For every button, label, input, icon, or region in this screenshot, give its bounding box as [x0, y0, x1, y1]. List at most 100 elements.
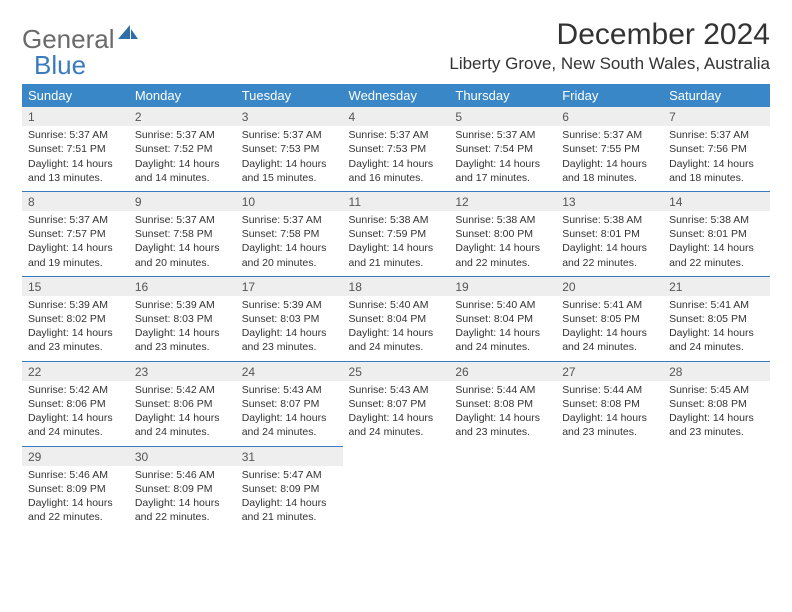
calendar-cell: 1Sunrise: 5:37 AMSunset: 7:51 PMDaylight… [22, 107, 129, 191]
sunrise-line: Sunrise: 5:37 AM [135, 213, 230, 227]
sunset-line: Sunset: 8:03 PM [242, 312, 337, 326]
sunset-line: Sunset: 8:04 PM [349, 312, 444, 326]
daylight-line: Daylight: 14 hours and 20 minutes. [242, 241, 337, 269]
sunrise-line: Sunrise: 5:43 AM [242, 383, 337, 397]
day-number: 22 [22, 362, 129, 381]
daylight-line: Daylight: 14 hours and 22 minutes. [135, 496, 230, 524]
sunrise-line: Sunrise: 5:44 AM [562, 383, 657, 397]
weekday-header: Wednesday [343, 84, 450, 107]
calendar-cell [449, 446, 556, 530]
calendar-row: 8Sunrise: 5:37 AMSunset: 7:57 PMDaylight… [22, 191, 770, 276]
daylight-line: Daylight: 14 hours and 23 minutes. [562, 411, 657, 439]
calendar-cell: 2Sunrise: 5:37 AMSunset: 7:52 PMDaylight… [129, 107, 236, 191]
day-number: 19 [449, 277, 556, 296]
calendar-cell [663, 446, 770, 530]
sunrise-line: Sunrise: 5:41 AM [669, 298, 764, 312]
sunset-line: Sunset: 8:09 PM [135, 482, 230, 496]
sunset-line: Sunset: 8:06 PM [135, 397, 230, 411]
day-number: 3 [236, 107, 343, 126]
sunrise-line: Sunrise: 5:39 AM [242, 298, 337, 312]
sunset-line: Sunset: 8:03 PM [135, 312, 230, 326]
calendar-cell: 21Sunrise: 5:41 AMSunset: 8:05 PMDayligh… [663, 276, 770, 361]
calendar-cell: 17Sunrise: 5:39 AMSunset: 8:03 PMDayligh… [236, 276, 343, 361]
day-number: 17 [236, 277, 343, 296]
daylight-line: Daylight: 14 hours and 24 minutes. [349, 326, 444, 354]
calendar-cell: 18Sunrise: 5:40 AMSunset: 8:04 PMDayligh… [343, 276, 450, 361]
daylight-line: Daylight: 14 hours and 24 minutes. [135, 411, 230, 439]
daylight-line: Daylight: 14 hours and 16 minutes. [349, 157, 444, 185]
sunrise-line: Sunrise: 5:37 AM [455, 128, 550, 142]
sunrise-line: Sunrise: 5:37 AM [242, 213, 337, 227]
sunset-line: Sunset: 8:00 PM [455, 227, 550, 241]
day-number: 20 [556, 277, 663, 296]
sunrise-line: Sunrise: 5:38 AM [562, 213, 657, 227]
sunrise-line: Sunrise: 5:42 AM [135, 383, 230, 397]
calendar-cell: 28Sunrise: 5:45 AMSunset: 8:08 PMDayligh… [663, 361, 770, 446]
sunset-line: Sunset: 7:59 PM [349, 227, 444, 241]
sunrise-line: Sunrise: 5:38 AM [669, 213, 764, 227]
calendar-cell: 25Sunrise: 5:43 AMSunset: 8:07 PMDayligh… [343, 361, 450, 446]
day-number: 28 [663, 362, 770, 381]
calendar-row: 1Sunrise: 5:37 AMSunset: 7:51 PMDaylight… [22, 107, 770, 191]
calendar-cell: 29Sunrise: 5:46 AMSunset: 8:09 PMDayligh… [22, 446, 129, 530]
weekday-header: Saturday [663, 84, 770, 107]
calendar-row: 15Sunrise: 5:39 AMSunset: 8:02 PMDayligh… [22, 276, 770, 361]
calendar-cell: 4Sunrise: 5:37 AMSunset: 7:53 PMDaylight… [343, 107, 450, 191]
header: General December 2024 Liberty Grove, New… [22, 18, 770, 74]
calendar-cell: 16Sunrise: 5:39 AMSunset: 8:03 PMDayligh… [129, 276, 236, 361]
daylight-line: Daylight: 14 hours and 18 minutes. [669, 157, 764, 185]
sunrise-line: Sunrise: 5:37 AM [28, 213, 123, 227]
weekday-header-row: Sunday Monday Tuesday Wednesday Thursday… [22, 84, 770, 107]
sunset-line: Sunset: 7:51 PM [28, 142, 123, 156]
day-number: 9 [129, 192, 236, 211]
calendar-table: Sunday Monday Tuesday Wednesday Thursday… [22, 84, 770, 530]
sunset-line: Sunset: 7:57 PM [28, 227, 123, 241]
sunset-line: Sunset: 8:05 PM [562, 312, 657, 326]
calendar-row: 29 Sunrise: 5:46 AMSunset: 8:09 PMDayligh… [22, 446, 770, 530]
weekday-header: Tuesday [236, 84, 343, 107]
sunset-line: Sunset: 7:58 PM [135, 227, 230, 241]
sunset-line: Sunset: 8:05 PM [669, 312, 764, 326]
location: Liberty Grove, New South Wales, Australi… [449, 54, 770, 74]
calendar-cell: 7Sunrise: 5:37 AMSunset: 7:56 PMDaylight… [663, 107, 770, 191]
sunrise-line: Sunrise: 5:37 AM [562, 128, 657, 142]
sunset-line: Sunset: 7:55 PM [562, 142, 657, 156]
sunset-line: Sunset: 7:56 PM [669, 142, 764, 156]
sunrise-line: Sunrise: 5:37 AM [28, 128, 123, 142]
sunset-line: Sunset: 8:08 PM [669, 397, 764, 411]
sunrise-line: Sunrise: 5:37 AM [242, 128, 337, 142]
logo-sail-icon [117, 24, 139, 42]
day-number: 5 [449, 107, 556, 126]
sunrise-line: Sunrise: 5:46 AM [135, 468, 230, 482]
day-number: 31 [236, 447, 343, 466]
sunset-line: Sunset: 7:53 PM [242, 142, 337, 156]
sunset-line: Sunset: 7:52 PM [135, 142, 230, 156]
day-number: 29 [22, 447, 129, 466]
sunset-line: Sunset: 8:01 PM [669, 227, 764, 241]
sunrise-line: Sunrise: 5:47 AM [242, 468, 337, 482]
logo-word-2: Blue [34, 50, 86, 81]
sunrise-line: Sunrise: 5:44 AM [455, 383, 550, 397]
day-number: 7 [663, 107, 770, 126]
calendar-cell: 19Sunrise: 5:40 AMSunset: 8:04 PMDayligh… [449, 276, 556, 361]
calendar-cell: 12Sunrise: 5:38 AMSunset: 8:00 PMDayligh… [449, 191, 556, 276]
sunrise-line: Sunrise: 5:38 AM [455, 213, 550, 227]
calendar-cell: 5Sunrise: 5:37 AMSunset: 7:54 PMDaylight… [449, 107, 556, 191]
daylight-line: Daylight: 14 hours and 21 minutes. [349, 241, 444, 269]
sunset-line: Sunset: 8:07 PM [349, 397, 444, 411]
page-title: December 2024 [449, 18, 770, 52]
calendar-cell: 27Sunrise: 5:44 AMSunset: 8:08 PMDayligh… [556, 361, 663, 446]
sunset-line: Sunset: 8:07 PM [242, 397, 337, 411]
daylight-line: Daylight: 14 hours and 13 minutes. [28, 157, 123, 185]
calendar-cell: 8Sunrise: 5:37 AMSunset: 7:57 PMDaylight… [22, 191, 129, 276]
sunrise-line: Sunrise: 5:39 AM [135, 298, 230, 312]
day-number: 16 [129, 277, 236, 296]
daylight-line: Daylight: 14 hours and 23 minutes. [669, 411, 764, 439]
calendar-cell: 13Sunrise: 5:38 AMSunset: 8:01 PMDayligh… [556, 191, 663, 276]
sunrise-line: Sunrise: 5:39 AM [28, 298, 123, 312]
sunset-line: Sunset: 7:53 PM [349, 142, 444, 156]
sunset-line: Sunset: 8:02 PM [28, 312, 123, 326]
calendar-cell: 10Sunrise: 5:37 AMSunset: 7:58 PMDayligh… [236, 191, 343, 276]
calendar-cell: 24Sunrise: 5:43 AMSunset: 8:07 PMDayligh… [236, 361, 343, 446]
calendar-cell: 14Sunrise: 5:38 AMSunset: 8:01 PMDayligh… [663, 191, 770, 276]
